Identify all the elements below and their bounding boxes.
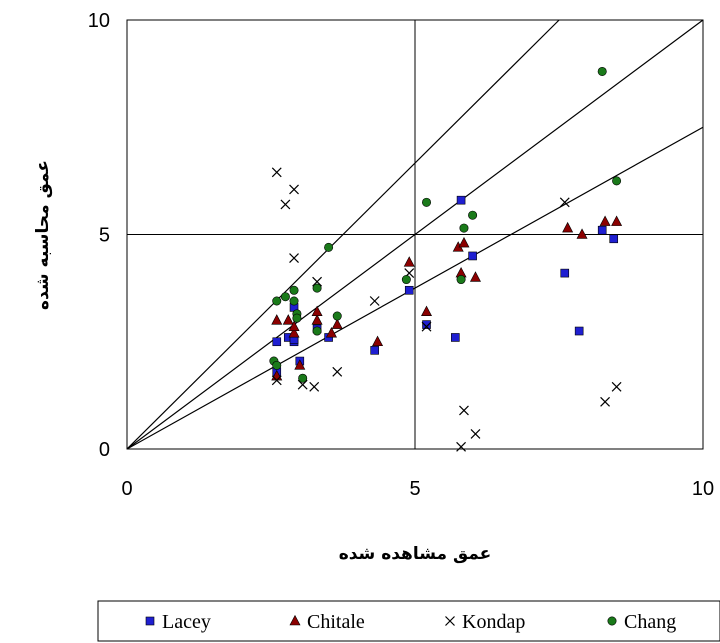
chang-point	[292, 313, 302, 323]
chang-point	[272, 360, 282, 370]
legend-label-chang: Chang	[624, 611, 676, 633]
legend: Lacey Chitale Kondap Chang	[97, 600, 720, 642]
x-tick-label: 5	[409, 478, 420, 500]
chitale-point	[288, 327, 300, 338]
y-axis-title: عمق محاسبه شده	[33, 160, 53, 310]
kondap-point	[280, 199, 291, 210]
series-lacey	[272, 195, 619, 377]
kondap-point	[456, 441, 467, 452]
chitale-point	[469, 271, 481, 282]
chitale-point	[611, 215, 623, 226]
chang-point	[401, 275, 411, 285]
chitale-point	[421, 305, 433, 317]
legend-marker-kondap	[445, 616, 455, 626]
kondap-point	[600, 396, 611, 407]
chitale-point	[403, 256, 415, 267]
kondap-point	[459, 405, 469, 416]
legend-marker-lacey	[145, 616, 155, 626]
y-tick-labels: 0 5 10	[88, 10, 110, 461]
chitale-point	[282, 314, 294, 325]
legend-item-kondap: Kondap	[445, 611, 525, 633]
lacey-point	[597, 225, 607, 235]
kondap-point	[297, 379, 308, 390]
reference-lines	[126, 19, 704, 450]
legend-marker-chitale	[289, 614, 301, 626]
chang-point	[612, 176, 622, 186]
chitale-point	[271, 314, 283, 325]
kondap-point	[271, 375, 282, 386]
legend-label-kondap: Kondap	[462, 611, 525, 633]
lacey-point	[272, 337, 282, 347]
kondap-point	[332, 366, 343, 377]
chitale-point	[311, 314, 323, 325]
chang-point	[422, 197, 432, 207]
plot-area-frame	[126, 19, 704, 450]
kondap-point	[421, 321, 432, 332]
chitale-point	[311, 305, 323, 317]
kondap-point	[369, 296, 380, 306]
lacey-point	[404, 285, 414, 295]
legend-item-chang: Chang	[607, 611, 676, 633]
reference-line	[126, 126, 704, 450]
kondap-point	[559, 197, 570, 208]
chang-point	[597, 66, 607, 76]
chang-point	[280, 292, 290, 302]
series-chitale	[271, 215, 623, 381]
chitale-point	[288, 320, 300, 332]
legend-item-lacey: Lacey	[145, 611, 211, 633]
chang-point	[289, 285, 299, 295]
x-tick-label: 0	[121, 478, 132, 500]
chang-point	[468, 210, 478, 220]
lacey-point	[609, 234, 619, 244]
y-tick-label: 0	[99, 439, 110, 461]
lacey-point	[451, 333, 460, 342]
chitale-point	[294, 359, 306, 370]
kondap-point	[271, 167, 282, 178]
chang-point	[289, 296, 299, 306]
reference-line	[126, 19, 704, 450]
x-axis-title: عمق مشاهده شده	[339, 544, 492, 564]
legend-label-lacey: Lacey	[162, 611, 211, 633]
legend-marker-chang	[607, 616, 617, 626]
reference-line	[126, 19, 560, 450]
legend-item-chitale: Chitale	[289, 611, 365, 633]
chitale-point	[325, 327, 337, 338]
chitale-point	[599, 215, 611, 226]
kondap-point	[611, 381, 622, 392]
legend-label-chitale: Chitale	[307, 611, 365, 633]
lacey-point	[560, 268, 570, 278]
series-kondap	[271, 167, 622, 452]
kondap-point	[470, 429, 481, 439]
kondap-point	[309, 381, 320, 392]
chitale-point	[372, 335, 384, 347]
chang-point	[272, 296, 282, 306]
chang-point	[312, 283, 322, 293]
lacey-point	[456, 195, 466, 205]
chitale-point	[458, 236, 470, 248]
lacey-point	[468, 251, 477, 261]
chang-point	[332, 311, 342, 321]
kondap-point	[312, 276, 323, 287]
chitale-point	[576, 228, 588, 239]
kondap-point	[289, 184, 299, 195]
chang-point	[456, 275, 466, 285]
x-tick-labels: 0 5 10	[121, 478, 714, 500]
lacey-point	[574, 326, 584, 336]
y-tick-label: 5	[99, 225, 110, 247]
chitale-point	[562, 221, 574, 233]
lacey-point	[422, 320, 431, 329]
x-tick-label: 10	[692, 478, 714, 500]
chang-point	[298, 373, 308, 383]
chang-point	[324, 242, 334, 252]
y-tick-label: 10	[88, 10, 110, 32]
lacey-point	[370, 346, 379, 355]
data-points	[269, 66, 623, 452]
chang-point	[312, 326, 322, 336]
kondap-point	[289, 253, 299, 264]
series-chang	[269, 66, 622, 383]
chitale-point	[331, 318, 343, 329]
chang-point	[459, 223, 469, 233]
